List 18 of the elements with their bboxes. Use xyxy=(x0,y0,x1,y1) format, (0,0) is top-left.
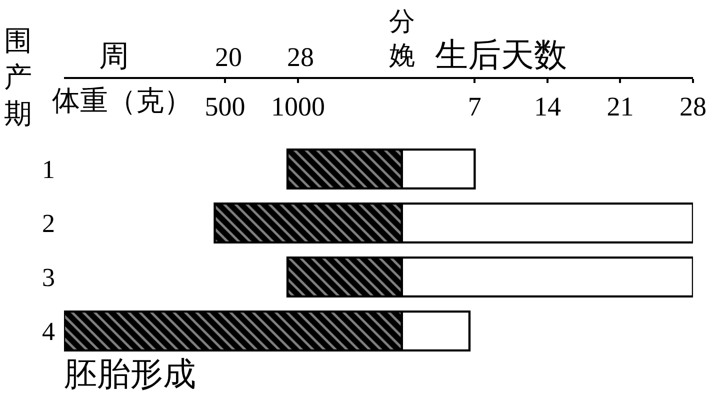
x-tick-label: 21 xyxy=(606,91,634,122)
x-tick-label: 14 xyxy=(534,91,562,122)
x-axis-title: 生后天数 xyxy=(435,38,567,74)
y-tick-label: 2 xyxy=(42,209,55,238)
x2-tick-label: 1000 xyxy=(271,91,326,122)
y-tick-label: 3 xyxy=(42,263,55,292)
y-axis-title: 围产期 xyxy=(4,26,32,130)
y-tick-label: 4 xyxy=(42,317,55,346)
x-tick-label: 7 xyxy=(468,91,482,122)
text: 28 xyxy=(287,42,314,72)
text: 周 xyxy=(99,40,129,73)
x2-tick-label: 500 xyxy=(204,91,246,122)
y-tick-label: 1 xyxy=(42,155,55,184)
x2-axis-title: 体重（克） xyxy=(52,86,192,117)
annotation: 胚胎形成 xyxy=(64,357,196,393)
x-tick-label: 28 xyxy=(680,91,706,122)
text: 分娩 xyxy=(389,7,415,70)
text: 20 xyxy=(215,42,242,72)
